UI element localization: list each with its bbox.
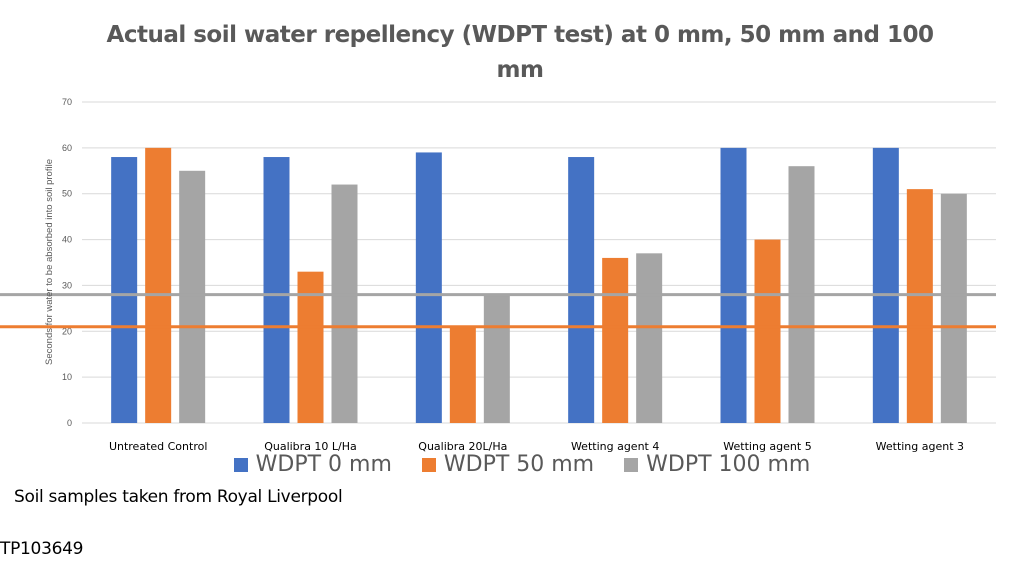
legend-label: WDPT 50 mm: [443, 452, 595, 477]
reference-code: TP103649: [0, 539, 84, 559]
bar-wdpt-50-mm-3: [602, 257, 629, 423]
x-category-label: Wetting agent 3: [876, 440, 964, 453]
chart-title-line-1: Actual soil water repellency (WDPT test)…: [106, 22, 934, 48]
legend-swatch: [624, 457, 639, 472]
bar-wdpt-50-mm-1: [297, 271, 324, 423]
bar-wdpt-0-mm-0: [111, 157, 138, 423]
y-tick-label: 10: [62, 372, 72, 382]
bar-wdpt-0-mm-4: [720, 147, 747, 423]
y-tick-label: 20: [62, 326, 72, 336]
y-tick-label: 50: [62, 189, 72, 199]
bars: [111, 147, 967, 423]
legend-swatch: [233, 457, 248, 472]
legend: WDPT 0 mm WDPT 50 mm WDPT 100 mm: [0, 452, 1024, 477]
x-axis-categories: Untreated Control Qualibra 10 L/Ha Qualibr…: [109, 440, 964, 453]
chart-title: Actual soil water repellency (WDPT test)…: [0, 18, 1024, 88]
legend-label: WDPT 0 mm: [255, 452, 392, 477]
x-category-label: Qualibra 20L/Ha: [418, 440, 507, 453]
reference-lines: [0, 293, 996, 329]
x-category-label: Wetting agent 5: [723, 440, 811, 453]
bar-wdpt-100-mm-1: [331, 184, 358, 423]
chart-title-line-2: mm: [496, 57, 544, 83]
y-tick-label: 70: [62, 97, 72, 107]
bar-wdpt-0-mm-3: [568, 157, 595, 423]
x-category-label: Qualibra 10 L/Ha: [264, 440, 357, 453]
bar-wdpt-50-mm-2: [449, 326, 476, 423]
y-tick-label: 40: [62, 235, 72, 245]
source-note: Soil samples taken from Royal Liverpool: [14, 487, 343, 507]
y-axis-ticks: 0 10 20 30 40 50 60 70: [62, 97, 72, 428]
gridlines: [82, 101, 996, 424]
bar-wdpt-100-mm-5: [940, 193, 967, 423]
legend-item: WDPT 0 mm: [233, 452, 392, 477]
legend-label: WDPT 100 mm: [646, 452, 811, 477]
x-category-label: Wetting agent 4: [571, 440, 659, 453]
legend-item: WDPT 100 mm: [624, 452, 810, 477]
bar-wdpt-50-mm-5: [906, 189, 933, 423]
bar-wdpt-50-mm-4: [754, 239, 781, 423]
bar-wdpt-100-mm-2: [483, 294, 510, 423]
bar-wdpt-0-mm-2: [415, 152, 442, 423]
bar-wdpt-100-mm-3: [636, 253, 663, 423]
legend-swatch: [421, 457, 436, 472]
bar-wdpt-0-mm-1: [263, 157, 290, 423]
y-tick-label: 30: [62, 280, 72, 290]
legend-item: WDPT 50 mm: [421, 452, 595, 477]
x-category-label: Untreated Control: [109, 440, 207, 453]
bar-wdpt-0-mm-5: [872, 147, 899, 423]
bar-wdpt-50-mm-0: [145, 147, 172, 423]
bar-wdpt-100-mm-0: [179, 170, 206, 423]
y-tick-label: 0: [67, 418, 72, 428]
y-tick-label: 60: [62, 143, 72, 153]
y-axis-label: Seconds for water to be absorbed into so…: [44, 159, 55, 365]
